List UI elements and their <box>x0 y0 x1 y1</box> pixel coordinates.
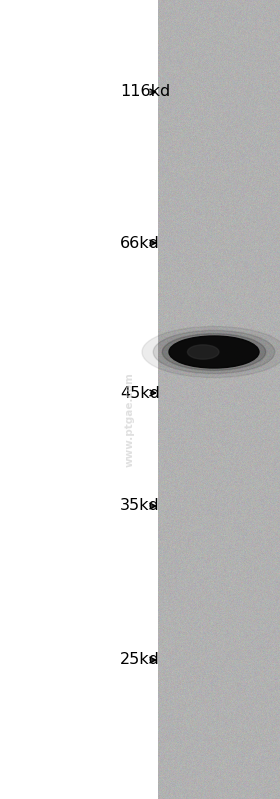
Text: www.ptgae.com: www.ptgae.com <box>125 372 135 467</box>
Text: 116kd: 116kd <box>120 85 170 100</box>
Ellipse shape <box>187 345 219 360</box>
Text: 66kd: 66kd <box>120 236 160 251</box>
Ellipse shape <box>142 327 280 378</box>
Text: 25kd: 25kd <box>120 653 160 667</box>
Text: 35kd: 35kd <box>120 499 160 514</box>
Ellipse shape <box>162 334 266 371</box>
Text: 45kd: 45kd <box>120 385 160 400</box>
Ellipse shape <box>153 331 275 374</box>
Ellipse shape <box>169 336 259 368</box>
